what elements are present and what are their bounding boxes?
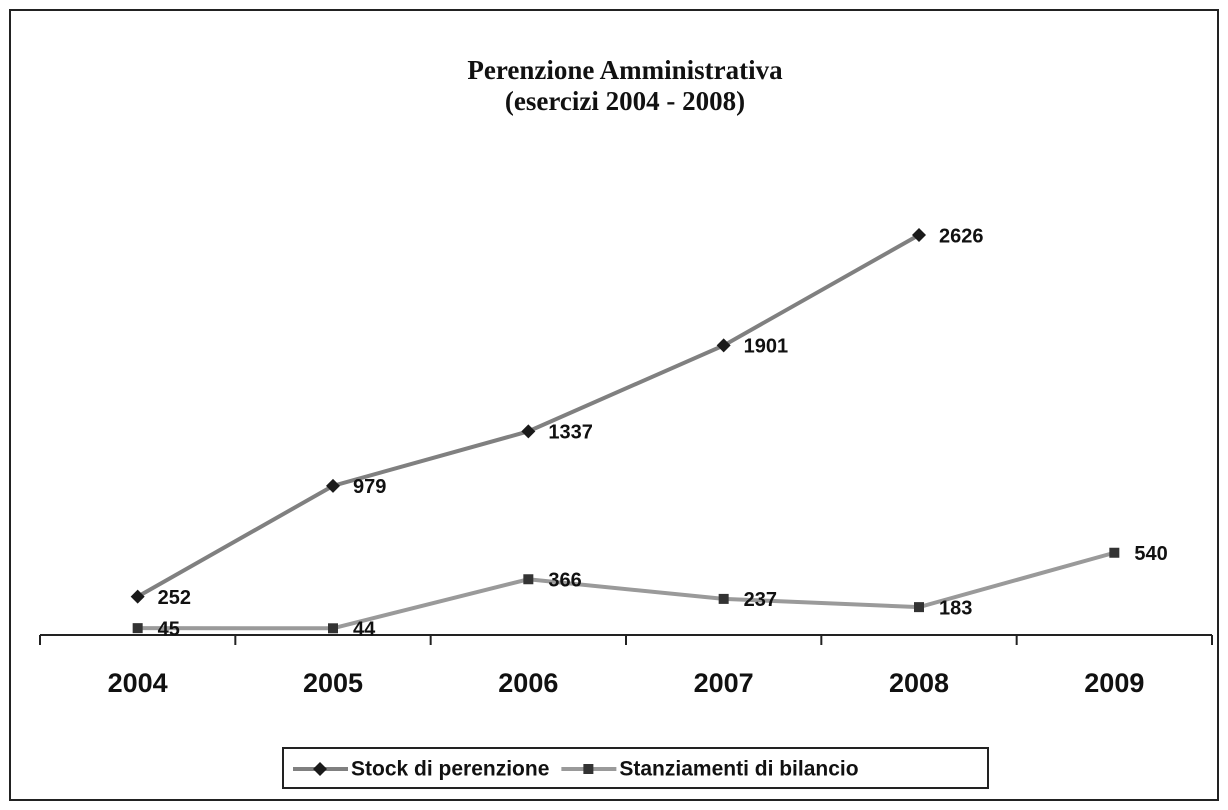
data-label: 540 [1134, 543, 1167, 565]
chart-frame [9, 9, 1219, 801]
legend-label: Stock di perenzione [351, 758, 549, 781]
point-marker [716, 338, 731, 353]
point-marker [326, 478, 340, 493]
legend-label: Stanziamenti di bilancio [619, 758, 858, 781]
data-label: 183 [939, 597, 972, 619]
point-marker [523, 574, 534, 585]
series-line [137, 550, 1115, 631]
legend-marker [313, 762, 327, 776]
x-tick-label: 2004 [108, 668, 168, 698]
point-marker [718, 593, 729, 604]
series-line [136, 233, 920, 599]
data-label: 979 [353, 476, 386, 498]
data-label: 44 [353, 619, 376, 641]
data-label: 1901 [744, 336, 789, 358]
x-tick-label: 2009 [1084, 668, 1144, 698]
data-label: 237 [744, 589, 777, 611]
point-marker [328, 623, 338, 634]
x-tick-label: 2006 [498, 668, 558, 698]
legend-marker [583, 764, 594, 774]
data-label: 252 [158, 587, 191, 609]
point-marker [912, 228, 926, 242]
data-label: 366 [548, 570, 581, 592]
data-label: 1337 [548, 422, 593, 444]
x-tick-label: 2007 [694, 668, 754, 698]
point-marker [914, 602, 924, 613]
point-marker [1109, 547, 1120, 558]
point-marker [130, 589, 145, 604]
x-tick-label: 2008 [889, 668, 949, 698]
data-label: 45 [158, 618, 180, 640]
data-label: 2626 [939, 225, 984, 247]
point-marker [132, 623, 143, 634]
legend-box [282, 747, 989, 789]
chart-title: Perenzione Amministrativa [467, 55, 783, 85]
point-marker [521, 424, 536, 439]
x-tick-label: 2005 [303, 668, 363, 698]
chart-subtitle: (esercizi 2004 - 2008) [505, 86, 745, 116]
